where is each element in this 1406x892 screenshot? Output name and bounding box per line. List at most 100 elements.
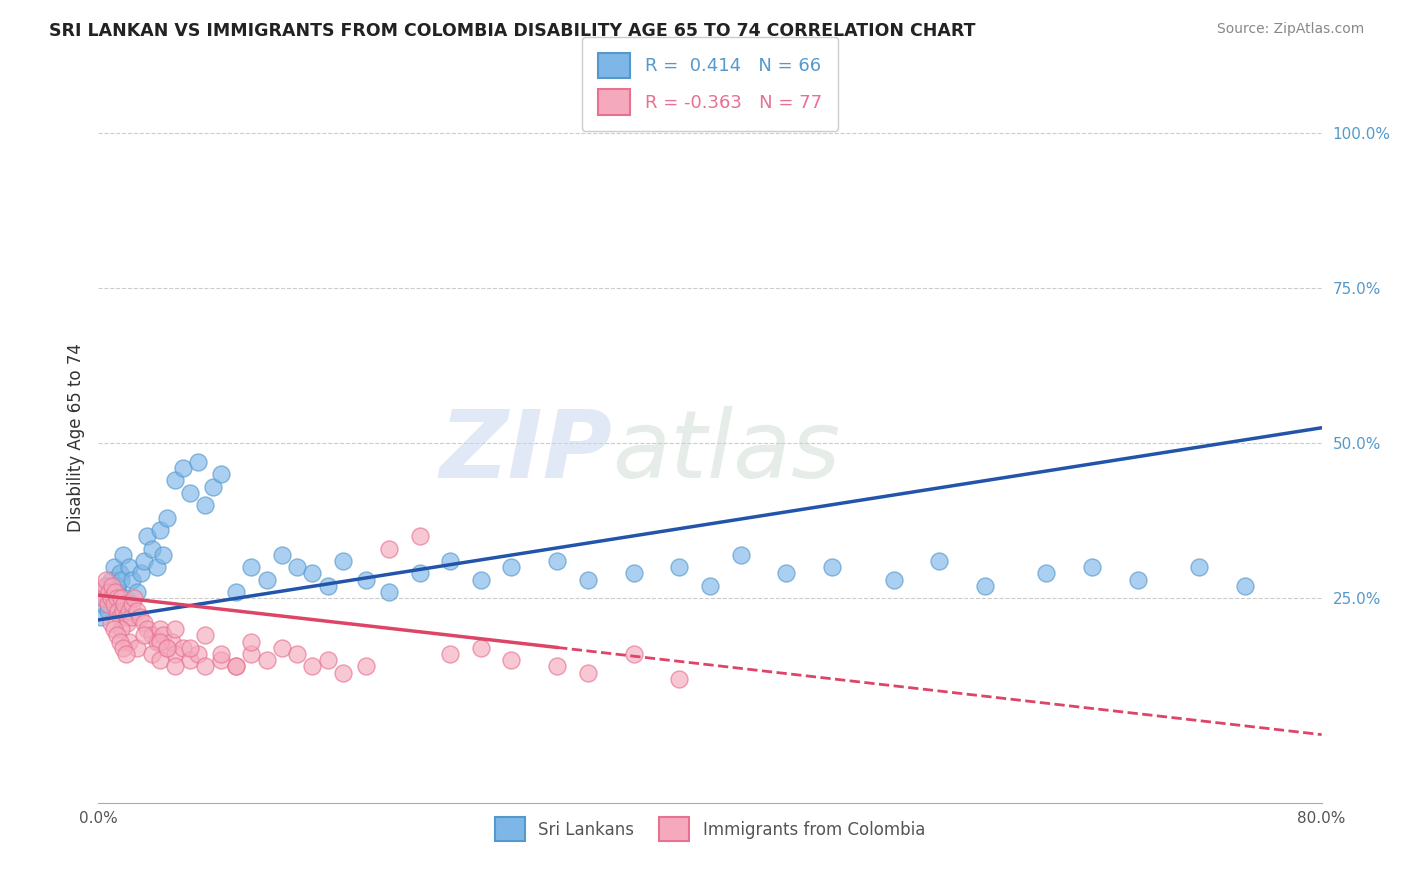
- Point: [179, 653, 201, 667]
- Point: [332, 665, 354, 680]
- Point: [623, 566, 645, 581]
- Point: [149, 634, 172, 648]
- Point: [97, 604, 120, 618]
- Point: [316, 579, 339, 593]
- Point: [121, 573, 143, 587]
- Point: [156, 510, 179, 524]
- Point: [668, 672, 690, 686]
- Point: [172, 461, 194, 475]
- Point: [194, 628, 217, 642]
- Point: [240, 634, 263, 648]
- Y-axis label: Disability Age 65 to 74: Disability Age 65 to 74: [66, 343, 84, 532]
- Point: [730, 548, 752, 562]
- Point: [1402, 114, 1406, 128]
- Point: [163, 659, 186, 673]
- Point: [101, 591, 124, 606]
- Point: [111, 548, 134, 562]
- Point: [378, 541, 401, 556]
- Point: [301, 659, 323, 673]
- Point: [1234, 579, 1257, 593]
- Point: [105, 579, 128, 593]
- Point: [115, 591, 138, 606]
- Point: [118, 560, 141, 574]
- Point: [301, 566, 323, 581]
- Point: [97, 598, 120, 612]
- Text: SRI LANKAN VS IMMIGRANTS FROM COLOMBIA DISABILITY AGE 65 TO 74 CORRELATION CHART: SRI LANKAN VS IMMIGRANTS FROM COLOMBIA D…: [49, 22, 976, 40]
- Point: [152, 628, 174, 642]
- Point: [160, 634, 183, 648]
- Point: [145, 634, 167, 648]
- Point: [108, 634, 131, 648]
- Point: [107, 604, 129, 618]
- Point: [141, 647, 163, 661]
- Point: [100, 615, 122, 630]
- Point: [120, 610, 142, 624]
- Point: [1188, 560, 1211, 574]
- Point: [194, 498, 217, 512]
- Point: [225, 585, 247, 599]
- Point: [1128, 573, 1150, 587]
- Point: [134, 615, 156, 630]
- Point: [98, 585, 121, 599]
- Point: [163, 647, 186, 661]
- Point: [156, 640, 179, 655]
- Point: [118, 634, 141, 648]
- Point: [775, 566, 797, 581]
- Point: [354, 573, 377, 587]
- Point: [209, 467, 232, 482]
- Point: [209, 647, 232, 661]
- Point: [141, 628, 163, 642]
- Point: [111, 604, 134, 618]
- Point: [104, 585, 127, 599]
- Point: [128, 610, 150, 624]
- Point: [110, 591, 132, 606]
- Point: [179, 486, 201, 500]
- Point: [1035, 566, 1057, 581]
- Point: [103, 560, 125, 574]
- Point: [98, 585, 121, 599]
- Point: [105, 591, 128, 606]
- Point: [354, 659, 377, 673]
- Point: [623, 647, 645, 661]
- Point: [107, 585, 129, 599]
- Point: [94, 573, 117, 587]
- Point: [668, 560, 690, 574]
- Point: [1081, 560, 1104, 574]
- Point: [115, 610, 138, 624]
- Point: [110, 622, 132, 636]
- Point: [187, 647, 209, 661]
- Point: [125, 585, 148, 599]
- Point: [101, 579, 124, 593]
- Point: [209, 653, 232, 667]
- Point: [240, 647, 263, 661]
- Point: [91, 591, 114, 606]
- Point: [470, 640, 492, 655]
- Point: [134, 628, 156, 642]
- Point: [110, 573, 132, 587]
- Point: [256, 573, 278, 587]
- Point: [129, 566, 152, 581]
- Point: [91, 598, 114, 612]
- Text: atlas: atlas: [612, 406, 841, 497]
- Point: [202, 480, 225, 494]
- Point: [225, 659, 247, 673]
- Point: [187, 455, 209, 469]
- Point: [100, 573, 122, 587]
- Point: [103, 598, 125, 612]
- Point: [93, 591, 115, 606]
- Point: [172, 640, 194, 655]
- Point: [501, 560, 523, 574]
- Point: [439, 554, 461, 568]
- Point: [256, 653, 278, 667]
- Point: [332, 554, 354, 568]
- Point: [122, 591, 145, 606]
- Point: [125, 640, 148, 655]
- Point: [408, 566, 430, 581]
- Point: [136, 622, 159, 636]
- Point: [470, 573, 492, 587]
- Point: [546, 554, 568, 568]
- Point: [270, 548, 292, 562]
- Point: [501, 653, 523, 667]
- Point: [225, 659, 247, 673]
- Point: [112, 598, 135, 612]
